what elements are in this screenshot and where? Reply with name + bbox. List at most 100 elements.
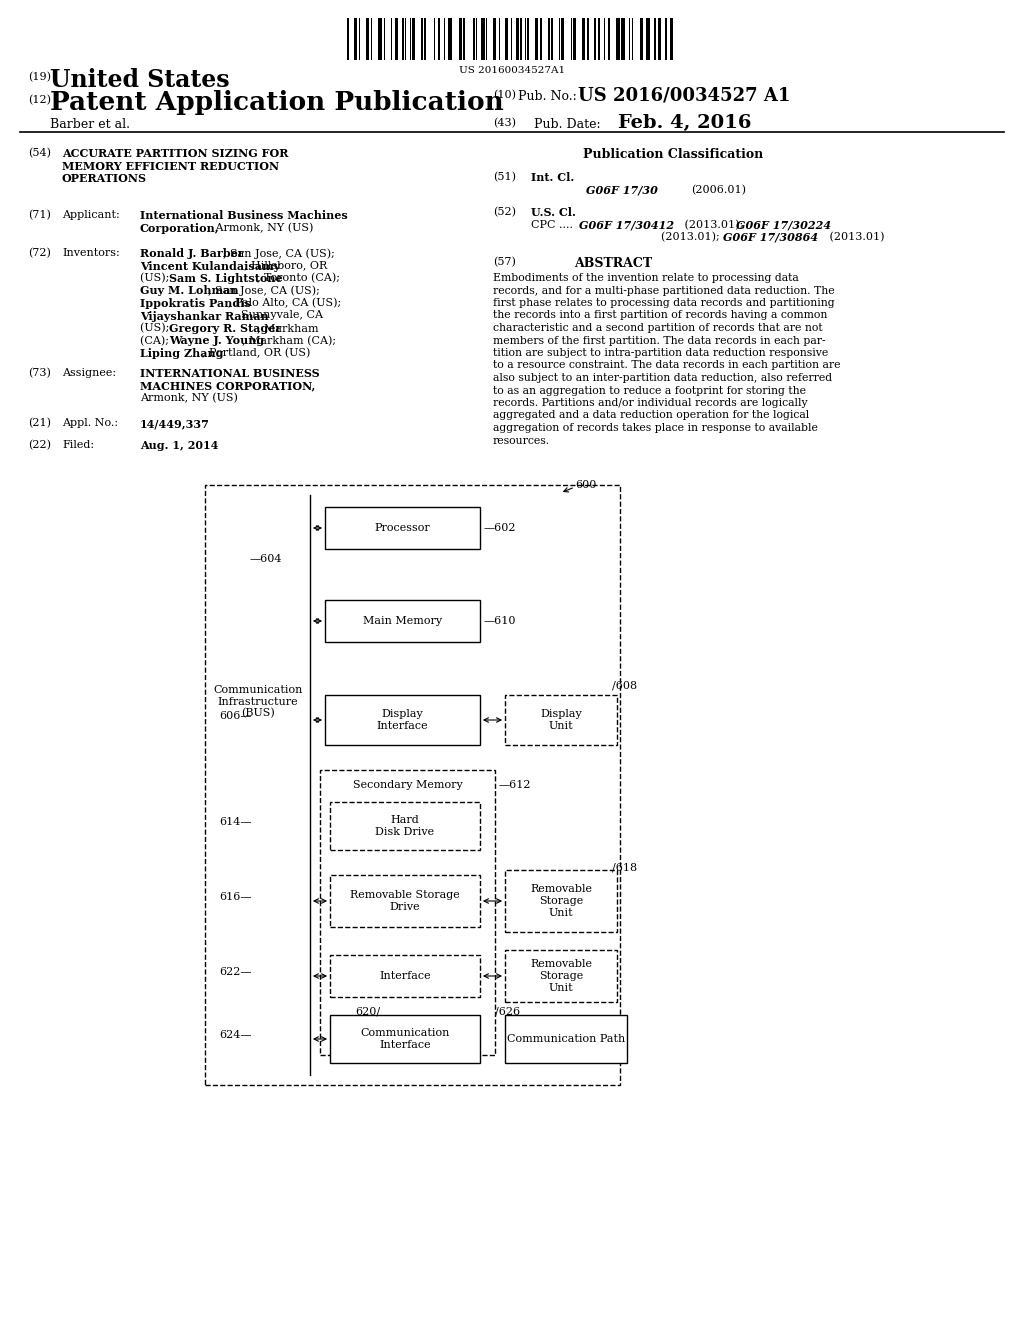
Text: Applicant:: Applicant: (62, 210, 120, 220)
Text: members of the first partition. The data records in each par-: members of the first partition. The data… (493, 335, 825, 346)
Text: ABSTRACT: ABSTRACT (573, 257, 652, 271)
Text: (10): (10) (493, 90, 516, 100)
Bar (330, 803, 480, 850)
Bar (561, 18, 564, 59)
Text: to a resource constraint. The data records in each partition are: to a resource constraint. The data recor… (493, 360, 841, 371)
Bar (319, 770, 495, 1055)
Text: (US);: (US); (140, 273, 173, 284)
Bar (520, 18, 522, 59)
Bar (505, 950, 617, 1002)
Bar (548, 18, 550, 59)
Bar (505, 18, 508, 59)
Text: Armonk, NY (US): Armonk, NY (US) (212, 223, 313, 232)
Text: , Sunnyvale, CA: , Sunnyvale, CA (233, 310, 323, 321)
Text: Communication
Infrastructure
(BUS): Communication Infrastructure (BUS) (213, 685, 302, 718)
Bar (621, 18, 625, 59)
Text: 622—: 622— (219, 968, 252, 977)
Bar (540, 18, 542, 59)
Text: 620/: 620/ (355, 1007, 380, 1016)
Bar (598, 18, 600, 59)
Text: (71): (71) (28, 210, 51, 220)
Text: , San Jose, CA (US);: , San Jose, CA (US); (208, 285, 319, 296)
Bar (473, 18, 475, 59)
Bar (354, 18, 357, 59)
Text: —604: —604 (250, 554, 283, 564)
Text: Guy M. Lohman: Guy M. Lohman (140, 285, 239, 297)
Text: —610: —610 (484, 616, 516, 626)
Text: (19): (19) (28, 73, 51, 82)
Text: —612: —612 (499, 780, 531, 789)
Text: U.S. Cl.: U.S. Cl. (531, 207, 575, 218)
Text: G06F 17/30412: G06F 17/30412 (579, 219, 674, 231)
Text: (2013.01);: (2013.01); (681, 219, 746, 230)
Text: Gregory R. Stager: Gregory R. Stager (169, 323, 281, 334)
Text: Assignee:: Assignee: (62, 368, 116, 378)
Text: characteristic and a second partition of records that are not: characteristic and a second partition of… (493, 323, 822, 333)
Text: Appl. No.:: Appl. No.: (62, 418, 118, 428)
Text: Removable
Storage
Unit: Removable Storage Unit (530, 960, 592, 993)
Text: first phase relates to processing data records and partitioning: first phase relates to processing data r… (493, 298, 835, 308)
Bar (505, 870, 617, 932)
Text: Wayne J. Young: Wayne J. Young (169, 335, 264, 346)
Bar (640, 18, 643, 59)
Bar (505, 1015, 627, 1063)
Text: Communication Path: Communication Path (507, 1034, 625, 1044)
Text: G06F 17/30224: G06F 17/30224 (736, 219, 831, 231)
Text: —602: —602 (484, 523, 516, 533)
Bar (378, 18, 382, 59)
Text: Communication
Interface: Communication Interface (360, 1028, 450, 1049)
Text: Feb. 4, 2016: Feb. 4, 2016 (618, 114, 752, 132)
Text: , Markham (CA);: , Markham (CA); (242, 335, 336, 346)
Bar (608, 18, 610, 59)
Bar (516, 18, 519, 59)
Text: US 20160034527A1: US 20160034527A1 (459, 66, 565, 75)
Text: Barber et al.: Barber et al. (50, 117, 130, 131)
Text: 624—: 624— (219, 1030, 252, 1040)
Text: OPERATIONS: OPERATIONS (62, 173, 147, 183)
Text: Display
Interface: Display Interface (377, 709, 428, 731)
Bar (463, 18, 465, 59)
Text: US 2016/0034527 A1: US 2016/0034527 A1 (578, 86, 791, 104)
Text: Removable Storage
Drive: Removable Storage Drive (350, 890, 460, 912)
Bar (551, 18, 553, 59)
Bar (582, 18, 585, 59)
Bar (395, 18, 398, 59)
Bar (325, 507, 480, 549)
Text: MACHINES CORPORATION,: MACHINES CORPORATION, (140, 380, 315, 392)
Text: Corporation,: Corporation, (140, 223, 219, 234)
Bar (421, 18, 423, 59)
Text: (2006.01): (2006.01) (691, 185, 746, 195)
Text: (73): (73) (28, 368, 51, 379)
Bar (459, 18, 462, 59)
Text: , Hillsboro, OR: , Hillsboro, OR (244, 260, 328, 271)
Text: Pub. No.:: Pub. No.: (518, 90, 577, 103)
Text: Aug. 1, 2014: Aug. 1, 2014 (140, 440, 218, 451)
Bar (424, 18, 426, 59)
Text: the records into a first partition of records having a common: the records into a first partition of re… (493, 310, 827, 321)
Bar (366, 18, 369, 59)
Text: Processor: Processor (375, 523, 430, 533)
Text: Int. Cl.: Int. Cl. (531, 172, 574, 183)
Bar (527, 18, 529, 59)
Text: G06F 17/30864: G06F 17/30864 (723, 232, 818, 243)
Text: United States: United States (50, 69, 229, 92)
Text: (21): (21) (28, 418, 51, 428)
Text: (54): (54) (28, 148, 51, 158)
Text: (72): (72) (28, 248, 51, 259)
Text: Filed:: Filed: (62, 440, 94, 450)
Text: Interface: Interface (379, 972, 431, 981)
Text: (US);: (US); (140, 323, 173, 334)
Text: Armonk, NY (US): Armonk, NY (US) (140, 393, 238, 404)
Text: (51): (51) (493, 172, 516, 182)
Text: records. Partitions and/or individual records are logically: records. Partitions and/or individual re… (493, 399, 808, 408)
Text: Removable
Storage
Unit: Removable Storage Unit (530, 884, 592, 917)
Text: , Toronto (CA);: , Toronto (CA); (257, 273, 340, 284)
Text: Inventors:: Inventors: (62, 248, 120, 257)
Text: (22): (22) (28, 440, 51, 450)
Text: (2013.01);: (2013.01); (662, 232, 723, 243)
Text: resources.: resources. (493, 436, 550, 446)
Bar (658, 18, 662, 59)
Text: , San Jose, CA (US);: , San Jose, CA (US); (223, 248, 335, 259)
Bar (347, 18, 349, 59)
Bar (325, 696, 480, 744)
